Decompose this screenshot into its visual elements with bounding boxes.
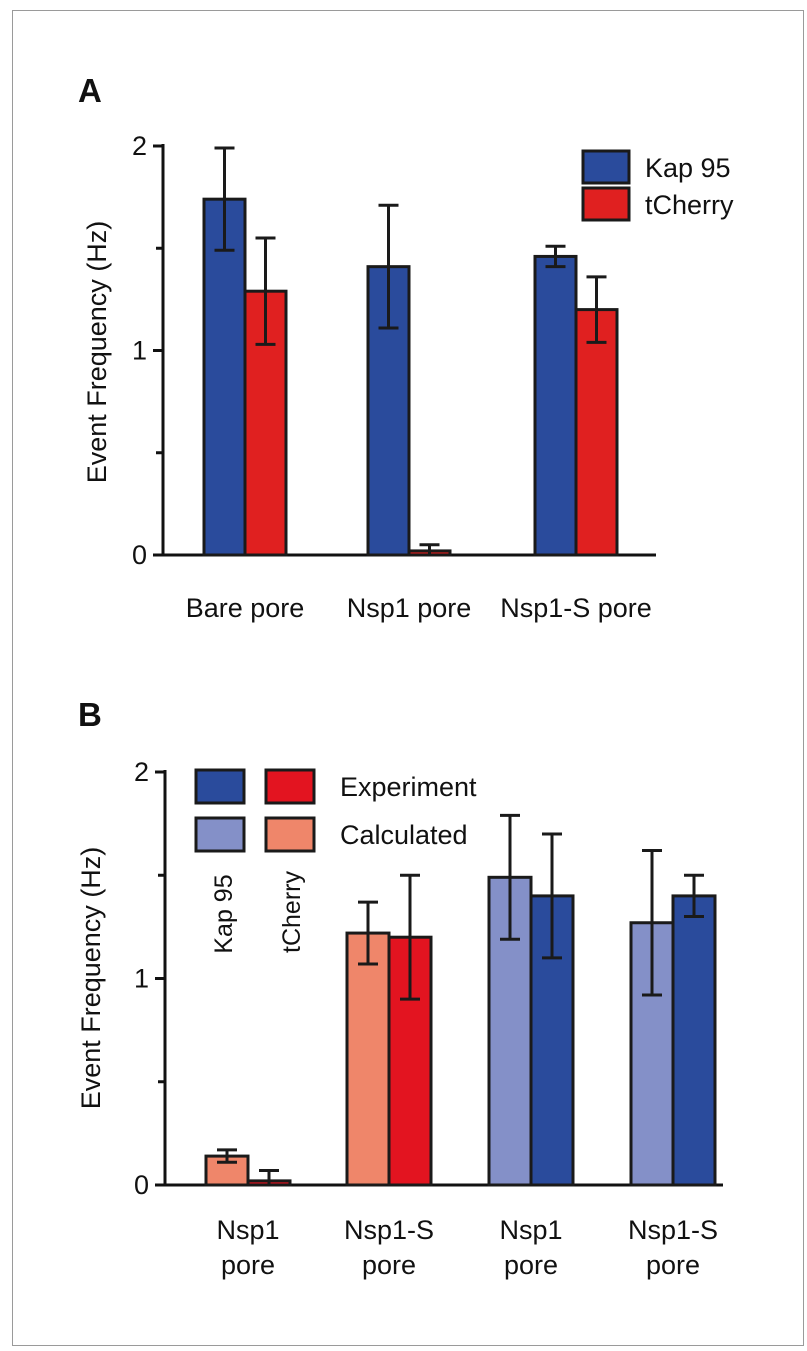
legend-label: Experiment: [340, 772, 477, 802]
x-tick-label: Nsp1-S pore: [344, 1215, 434, 1280]
panel-b-x-tick-labels: Nsp1 pore Nsp1-S pore Nsp1 pore Nsp1-S pore: [216, 1215, 718, 1280]
panel-a-error-bars: [214, 146, 607, 557]
x-tick-label: Nsp1-S pore: [628, 1215, 718, 1280]
bar: [345, 931, 391, 1187]
panel-b-ylabel: Event Frequency (Hz): [76, 847, 106, 1110]
legend-column-label: Kap 95: [210, 874, 238, 953]
legend-label: Kap 95: [645, 153, 731, 183]
panel-b-error-bars: [217, 813, 704, 1187]
panel-a-label: A: [78, 72, 102, 109]
legend-swatch: [264, 768, 316, 805]
legend-label: Calculated: [340, 820, 468, 850]
panel-b-label: B: [78, 696, 102, 733]
y-tick-label: 1: [132, 336, 147, 366]
bar: [533, 254, 578, 557]
legend-label: tCherry: [645, 190, 734, 220]
legend-swatch: [581, 149, 631, 185]
y-tick-label: 1: [134, 964, 149, 994]
bar: [574, 308, 619, 557]
y-tick-label: 2: [132, 131, 147, 161]
legend-swatch: [264, 816, 316, 853]
y-tick-label: 2: [134, 757, 149, 787]
panel-a-legend: Kap 95 tCherry: [581, 149, 734, 222]
bar: [202, 197, 247, 557]
bar: [204, 1154, 250, 1187]
legend-column-label: tCherry: [278, 871, 306, 953]
x-tick-label: Nsp1-S pore: [500, 593, 652, 623]
panel-a-ylabel: Event Frequency (Hz): [82, 221, 112, 484]
legend-swatch: [194, 768, 246, 805]
y-tick-label: 0: [132, 540, 147, 570]
panel-b: B Event Frequency (Hz) 0 1 2 Nsp1 pore Nsp1-…: [76, 696, 723, 1280]
x-tick-label: Nsp1 pore: [499, 1215, 562, 1280]
panel-a-x-tick-labels: Bare pore Nsp1 pore Nsp1-S pore: [186, 593, 652, 623]
panel-a: A Event Frequency (Hz) 0 1 2 Bare pore Nsp1…: [78, 72, 734, 623]
x-tick-label: Bare pore: [186, 593, 305, 623]
x-tick-label: Nsp1 pore: [216, 1215, 279, 1280]
y-tick-label: 0: [134, 1170, 149, 1200]
x-tick-label: Nsp1 pore: [347, 593, 472, 623]
bar: [671, 894, 717, 1187]
panel-b-legend: Experiment Calculated Kap 95 tCherry: [194, 768, 477, 954]
legend-swatch: [581, 186, 631, 222]
panel-b-bars: [204, 875, 717, 1187]
legend-swatch: [194, 816, 246, 853]
